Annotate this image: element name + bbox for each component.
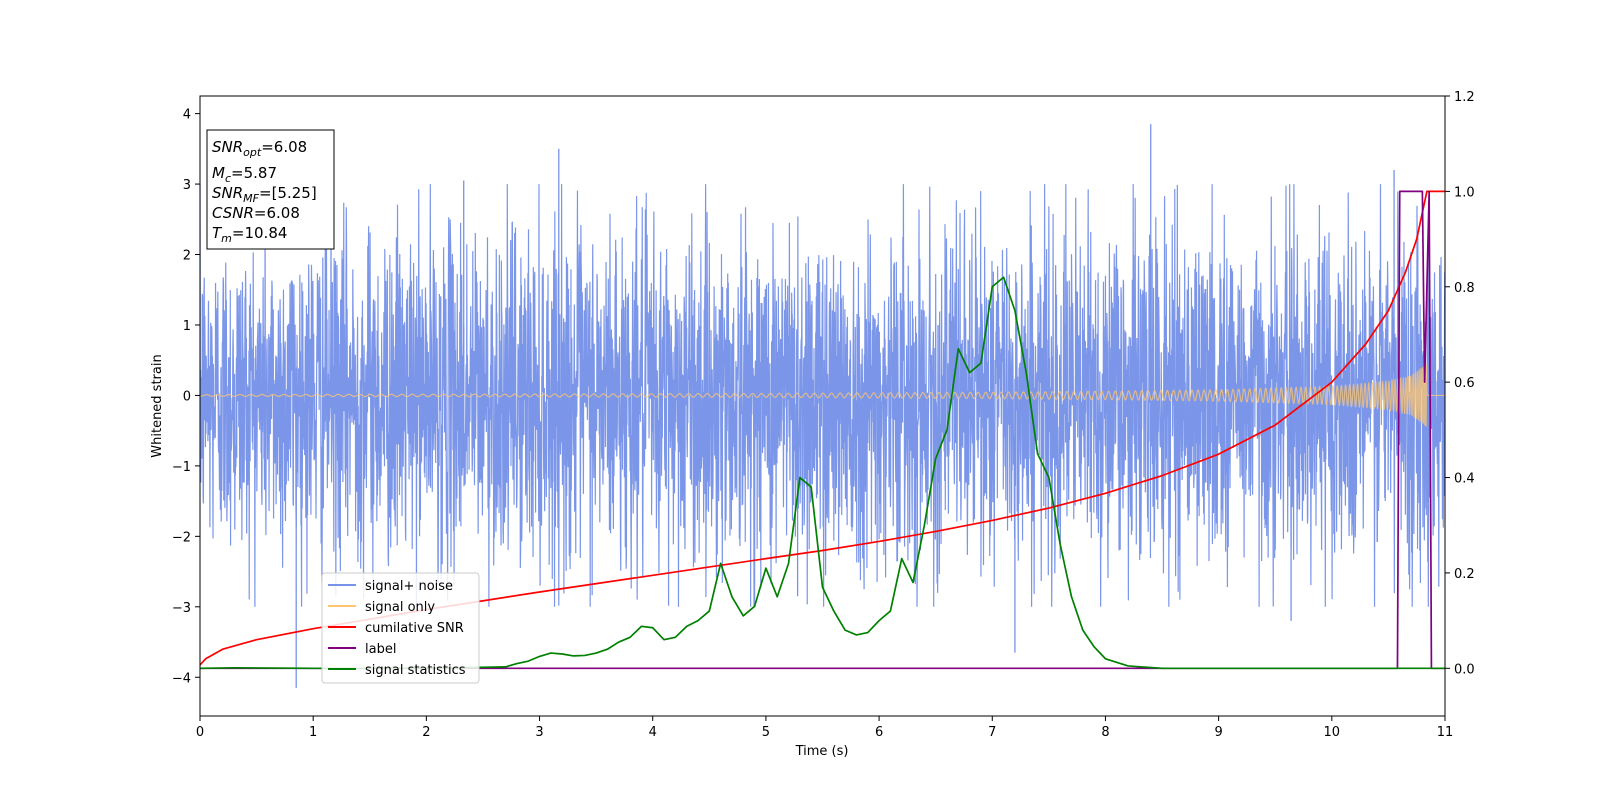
- y-tick-label: −4: [172, 671, 191, 686]
- y-tick-label: −1: [172, 460, 191, 475]
- y2-tick-label: 0.0: [1454, 662, 1475, 677]
- legend-label-signal-only: signal only: [365, 600, 435, 615]
- plot-frame: [199, 95, 1446, 717]
- legend: signal+ noise signal only cumilative SNR…: [321, 572, 480, 684]
- legend-label-signal-noise: signal+ noise: [365, 579, 453, 594]
- y-tick-label: 0: [183, 389, 191, 404]
- y-tick-label: 2: [183, 249, 191, 264]
- x-tick-label: 7: [988, 725, 996, 740]
- series-signal-only: [200, 364, 1445, 427]
- x-tick-label: 8: [1101, 725, 1109, 740]
- x-tick-label: 3: [535, 725, 543, 740]
- y2-tick-label: 1.0: [1454, 185, 1475, 200]
- x-tick-label: 6: [875, 725, 883, 740]
- annotation-snr-opt: SNRopt=6.08: [212, 138, 307, 159]
- y2-tick-label: 1.2: [1454, 90, 1475, 105]
- x-tick-label: 4: [649, 725, 657, 740]
- annotation-chirp-mass: Mc=5.87: [212, 164, 277, 185]
- y2-axis-ticks: 1.2 1.0 0.8 0.6 0.4 0.2 0.0: [1445, 90, 1475, 677]
- x-tick-label: 11: [1437, 725, 1454, 740]
- y-axis-ticks: 4 3 2 1 0 −1 −2 −3 −4: [172, 108, 200, 686]
- series-signal-noise: [200, 184, 1445, 607]
- y-tick-label: −3: [172, 601, 191, 616]
- x-tick-label: 10: [1324, 725, 1341, 740]
- annotation-box: SNRopt=6.08 Mc=5.87 SNRMF=[5.25] CSNR=6.…: [206, 129, 335, 250]
- x-tick-label: 9: [1214, 725, 1222, 740]
- y-tick-label: −2: [172, 530, 191, 545]
- series-signal-statistics: [200, 276, 1445, 670]
- y-tick-label: 4: [183, 108, 191, 123]
- x-tick-label: 1: [309, 725, 317, 740]
- x-tick-label: 0: [196, 725, 204, 740]
- legend-label-signal-statistics: signal statistics: [365, 663, 466, 678]
- x-axis-ticks: 0 1 2 3 4 5 6 7 8 9 10 11: [196, 716, 1453, 740]
- y-tick-label: 3: [183, 178, 191, 193]
- y2-tick-label: 0.2: [1454, 567, 1475, 582]
- y2-tick-label: 0.4: [1454, 472, 1475, 487]
- x-tick-label: 2: [422, 725, 430, 740]
- annotation-merger-time: Tm=10.84: [212, 224, 287, 245]
- legend-label-label: label: [365, 642, 396, 657]
- y2-tick-label: 0.8: [1454, 281, 1475, 296]
- annotation-snr-mf: SNRMF=[5.25]: [212, 184, 317, 205]
- y-tick-label: 1: [183, 319, 191, 334]
- legend-label-cumulative-snr: cumilative SNR: [365, 621, 464, 636]
- annotation-csnr: CSNR=6.08: [212, 204, 300, 222]
- y-axis-label: Whitened strain: [150, 354, 165, 457]
- series-label: [200, 190, 1445, 670]
- x-axis-label: Time (s): [795, 744, 849, 759]
- y2-tick-label: 0.6: [1454, 376, 1475, 391]
- x-tick-label: 5: [762, 725, 770, 740]
